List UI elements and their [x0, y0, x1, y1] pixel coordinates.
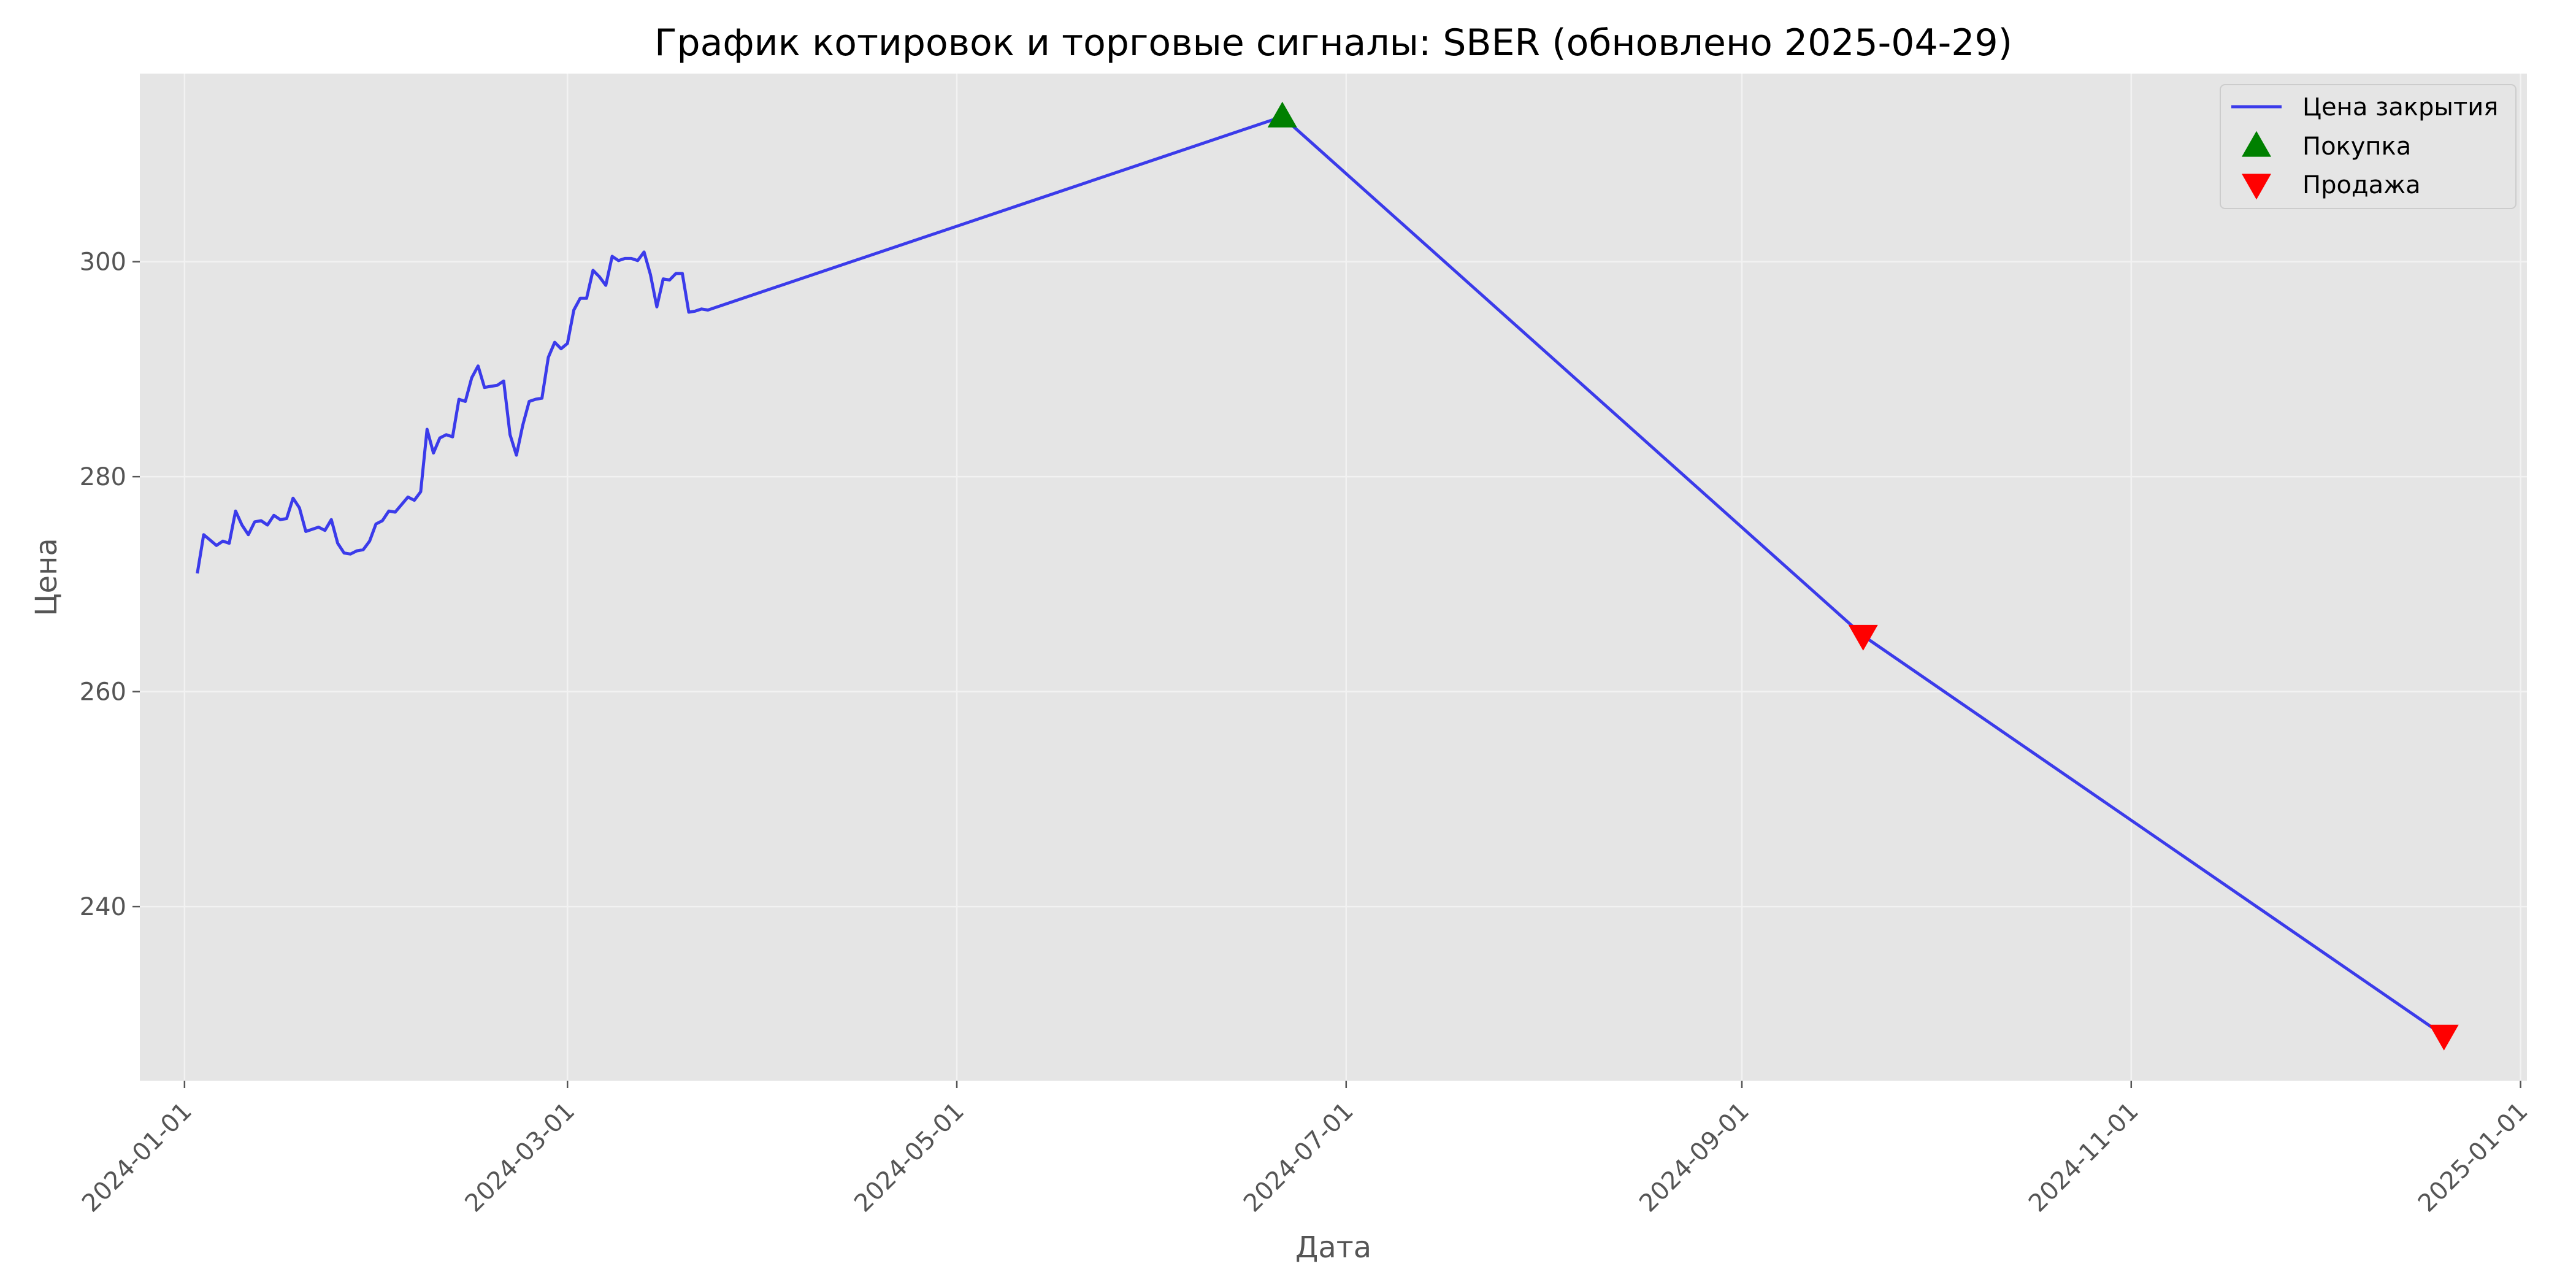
y-tick-label: 240: [80, 893, 126, 921]
legend-label: Цена закрытия: [2302, 93, 2498, 121]
close-price-line: [196, 115, 2445, 1037]
chart-title: График котировок и торговые сигналы: SBE…: [654, 21, 2012, 64]
legend-label: Продажа: [2302, 171, 2421, 199]
y-tick-label: 260: [80, 678, 126, 707]
buy-signal-marker: [1267, 101, 1297, 128]
x-axis-label: Дата: [1295, 1230, 1371, 1265]
legend: Цена закрытия Покупка Продажа: [2220, 84, 2517, 209]
plot-area: [140, 74, 2527, 1081]
series-layer: [196, 101, 2459, 1051]
y-tick-label: 300: [80, 248, 126, 277]
legend-box: [2220, 84, 2517, 209]
legend-sell-marker: [2242, 174, 2271, 200]
legend-buy-marker: [2242, 131, 2271, 157]
sell-signal-marker: [2429, 1024, 2459, 1051]
legend-label: Покупка: [2302, 132, 2411, 161]
sell-signal-marker: [1848, 624, 1878, 651]
y-axis-label: Цена: [29, 538, 64, 616]
y-tick-label: 280: [80, 463, 126, 491]
grid: [140, 74, 2527, 1081]
